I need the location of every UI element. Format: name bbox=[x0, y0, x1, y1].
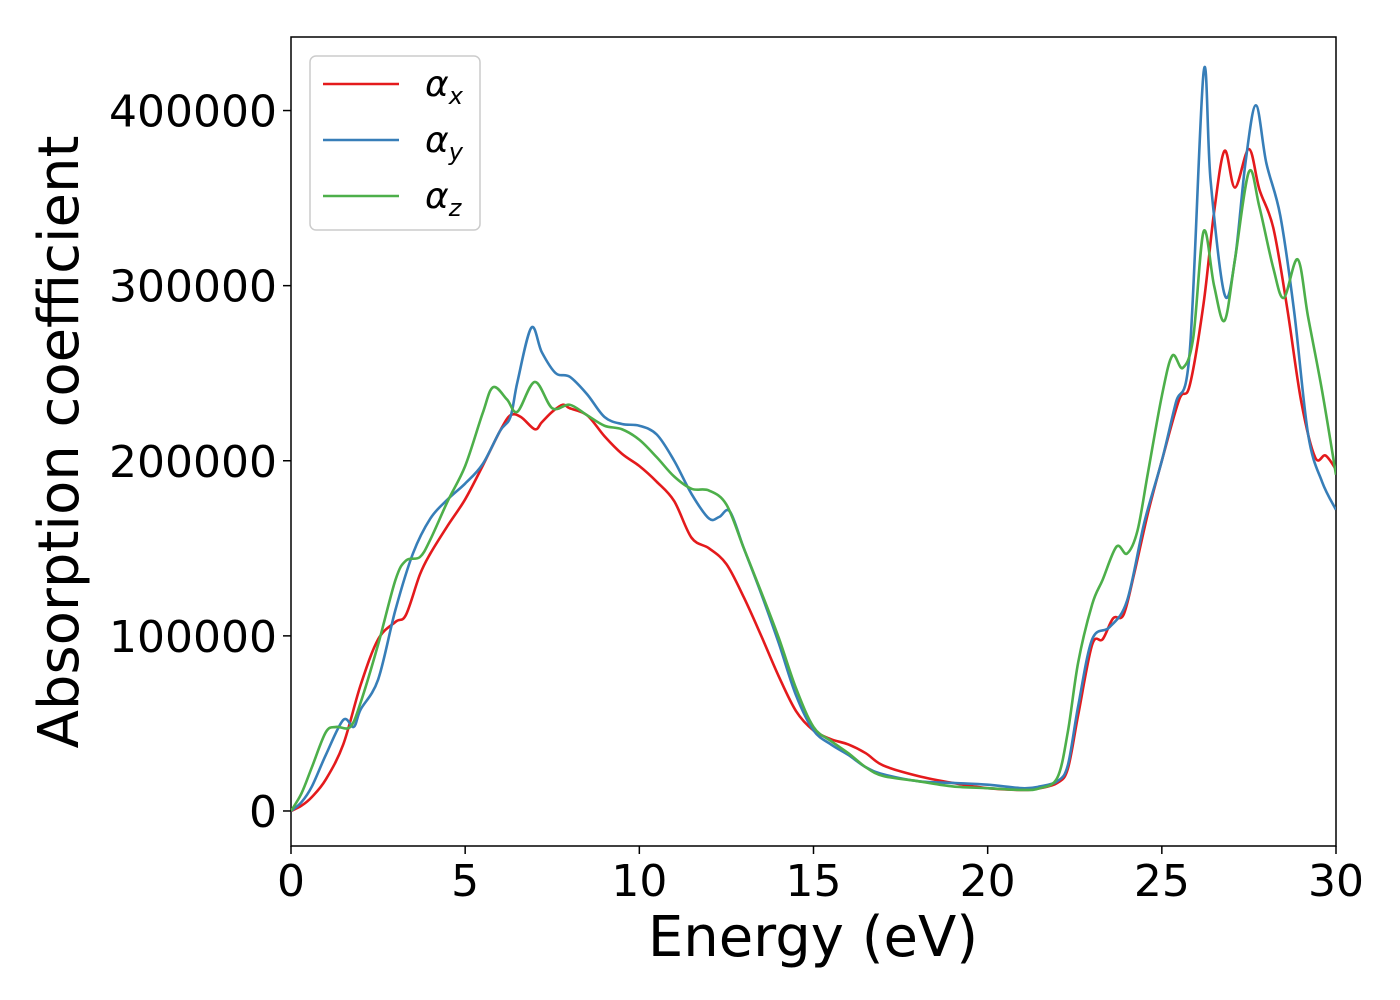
x-tick-label: 5 bbox=[451, 856, 479, 907]
y-tick-label: 300000 bbox=[109, 262, 277, 313]
x-tick-label: 10 bbox=[611, 856, 667, 907]
y-tick-label: 400000 bbox=[109, 87, 277, 138]
y-tick-label: 0 bbox=[249, 787, 277, 838]
x-axis-ticks: 0 5 10 15 20 25 30 bbox=[277, 846, 1364, 907]
x-tick-label: 30 bbox=[1308, 856, 1364, 907]
legend-label-z: αz bbox=[425, 176, 463, 222]
x-tick-label: 15 bbox=[786, 856, 842, 907]
x-tick-label: 20 bbox=[960, 856, 1016, 907]
y-axis-ticks: 0 100000 200000 300000 400000 bbox=[109, 87, 291, 838]
legend-label-base: α bbox=[425, 64, 449, 105]
y-axis-label: Absorption coefficient bbox=[27, 136, 92, 749]
series-line-y bbox=[291, 65, 1336, 813]
x-tick-label: 25 bbox=[1134, 856, 1190, 907]
legend-label-base: α bbox=[425, 176, 449, 217]
legend-label-base: α bbox=[425, 120, 449, 161]
y-tick-label: 200000 bbox=[109, 437, 277, 488]
legend-label-sub: y bbox=[448, 138, 464, 166]
x-tick-label: 0 bbox=[277, 856, 305, 907]
legend-label-x: αx bbox=[425, 64, 464, 110]
legend-label-y: αy bbox=[425, 120, 464, 166]
series-line-x bbox=[291, 147, 1336, 813]
x-axis-label: Energy (eV) bbox=[648, 905, 978, 970]
y-tick-label: 100000 bbox=[109, 612, 277, 663]
series-line-z bbox=[291, 168, 1336, 812]
series-group bbox=[291, 65, 1336, 813]
legend-box bbox=[309, 55, 481, 231]
legend-label-sub: z bbox=[448, 194, 463, 222]
legend-label-sub: x bbox=[448, 82, 464, 110]
